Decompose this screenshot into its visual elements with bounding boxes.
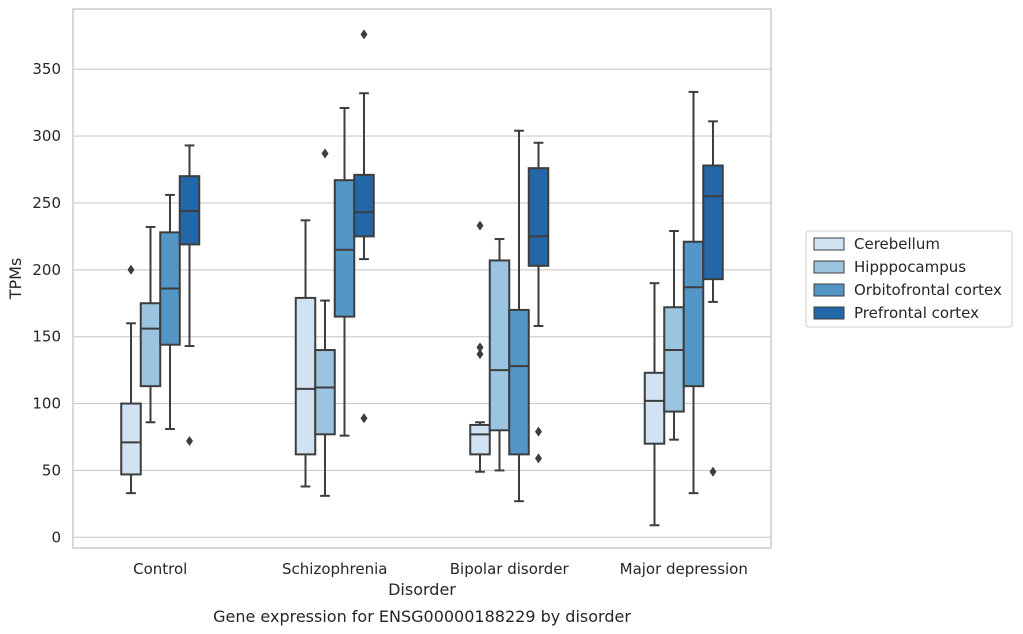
legend-swatch (813, 306, 845, 320)
legend-frame (805, 230, 1013, 328)
box-plot (353, 29, 375, 424)
x-axis-title: Disorder (388, 580, 456, 599)
box-plot (488, 238, 511, 472)
legend-swatch (813, 283, 845, 297)
y-tick-label: 200 (32, 261, 61, 279)
legend-label: Prefrontal cortex (854, 304, 979, 322)
box (314, 349, 336, 436)
box (139, 302, 162, 388)
y-tick-labels: 0 50 100 150 200 250 300 350 (32, 60, 61, 546)
y-tick-label: 0 (51, 528, 61, 546)
legend-label: Hipppocampus (854, 258, 966, 276)
x-tick-label: Control (133, 560, 187, 578)
box-plot (333, 106, 356, 437)
y-tick-label: 50 (42, 461, 61, 479)
box (508, 308, 530, 456)
outlier-point (186, 436, 193, 447)
box-plot (159, 193, 181, 430)
box (643, 371, 666, 445)
box (527, 167, 550, 267)
y-tick-label: 100 (32, 395, 61, 413)
plot-area (72, 8, 772, 549)
box-plot (663, 230, 685, 441)
outlier-point (127, 264, 135, 275)
outlier-point (476, 349, 484, 360)
x-tick-label: Schizophrenia (282, 560, 387, 578)
box-plot (702, 120, 724, 477)
y-axis-title: TPMs (6, 258, 25, 301)
outlier-point (476, 342, 484, 353)
box-plot (682, 90, 705, 495)
outlier-point (321, 148, 329, 159)
legend: Cerebellum Hipppocampus Orbitofrontal cort… (805, 230, 1013, 328)
y-tick-label: 250 (32, 194, 61, 212)
box (294, 296, 317, 456)
box-plot (139, 226, 162, 424)
outlier-point (476, 220, 484, 231)
box (682, 240, 705, 388)
outlier-point (709, 466, 717, 477)
box (353, 173, 375, 238)
y-tick-label: 300 (32, 127, 61, 145)
outlier-point (535, 426, 542, 437)
box-plot (294, 219, 317, 488)
box-plot (469, 220, 491, 473)
box (663, 306, 685, 413)
box (488, 259, 511, 432)
box-plot (508, 129, 530, 503)
outlier-point (535, 453, 542, 464)
box-plot (527, 141, 550, 464)
legend-swatch (813, 260, 845, 274)
x-tick-label: Bipolar disorder (450, 560, 570, 578)
box (120, 402, 142, 476)
y-tick-label: 350 (32, 60, 61, 78)
box-plots (120, 29, 724, 527)
legend-label: Cerebellum (854, 235, 940, 253)
box-plot (314, 148, 336, 497)
box-plot (120, 264, 142, 495)
legend-swatch (813, 237, 845, 251)
outlier-point (360, 29, 368, 40)
chart-title: Gene expression for ENSG00000188229 by d… (213, 607, 631, 626)
box (702, 164, 724, 281)
outlier-point (360, 413, 368, 424)
x-tick-labels: Control Schizophrenia Bipolar disorder Majo… (133, 560, 748, 578)
box (469, 423, 491, 456)
box-plot (178, 144, 201, 447)
y-tick-label: 150 (32, 328, 61, 346)
box-plot (643, 282, 666, 527)
legend-label: Orbitofrontal cortex (854, 281, 1002, 299)
x-tick-label: Major depression (620, 560, 748, 578)
box (333, 179, 356, 318)
